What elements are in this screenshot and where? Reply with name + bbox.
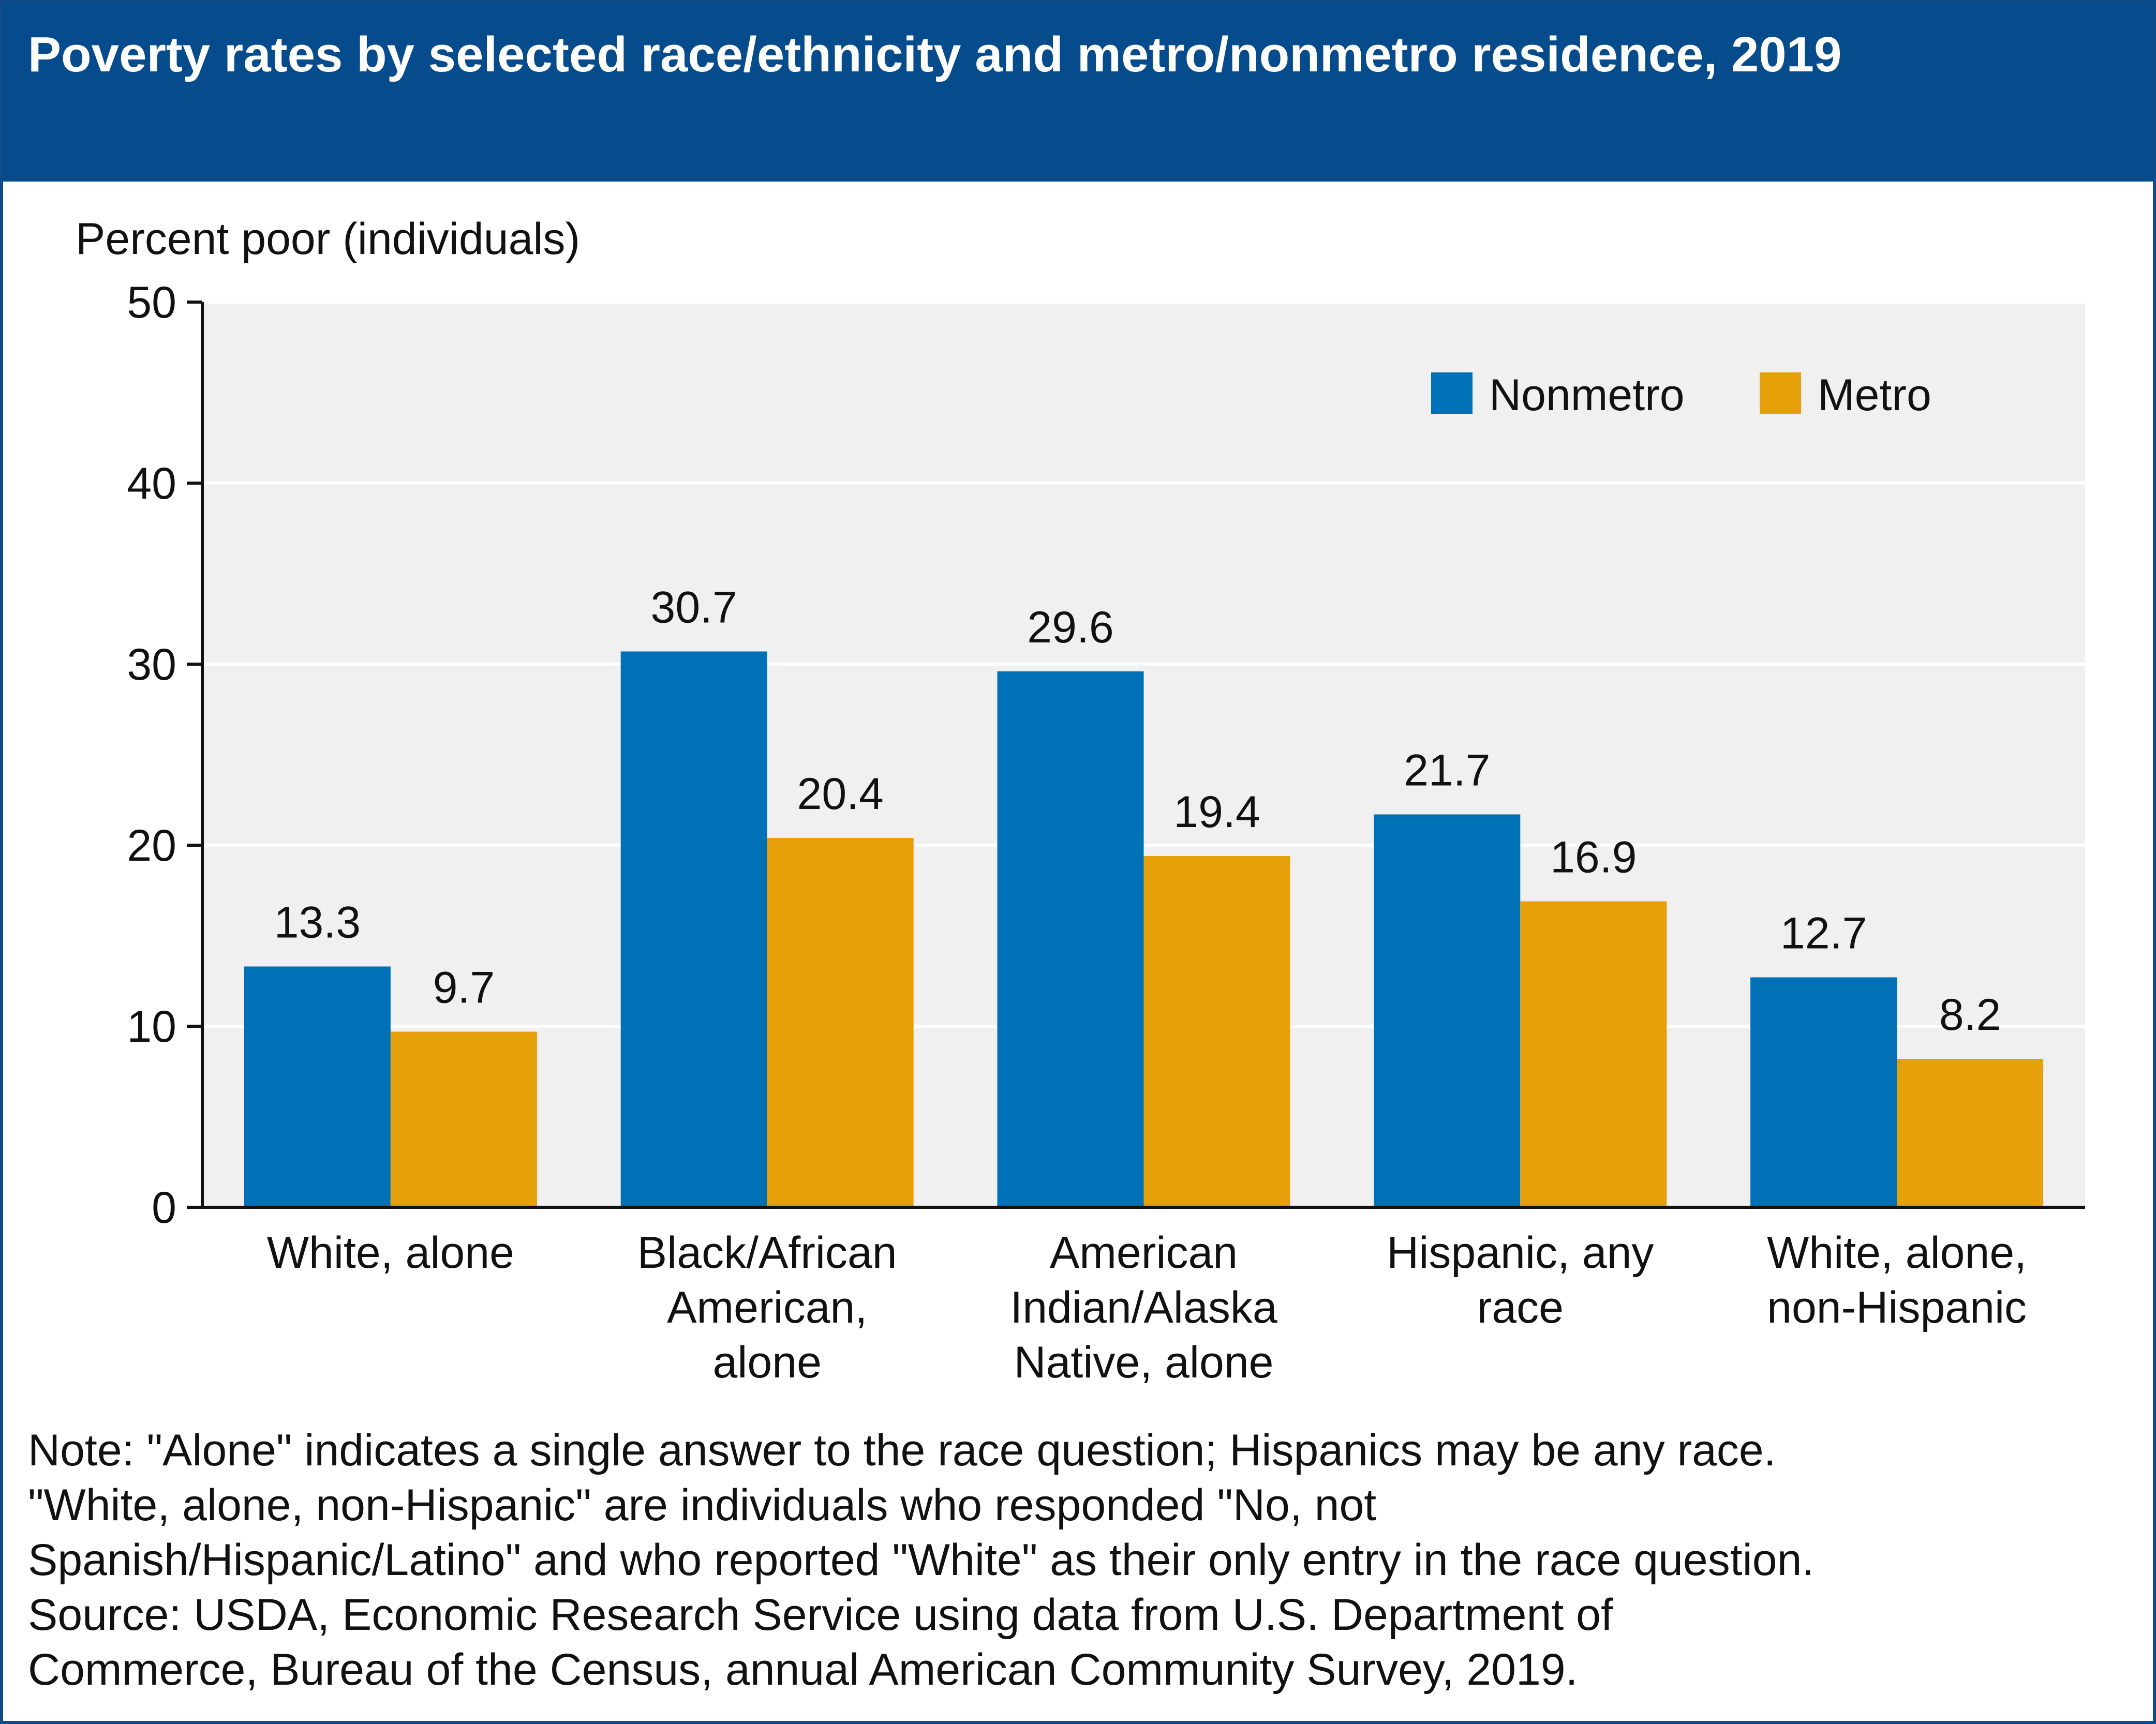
bar-nonmetro xyxy=(244,966,391,1207)
source-line: Commerce, Bureau of the Census, annual A… xyxy=(28,1645,1578,1695)
data-label: 21.7 xyxy=(1404,746,1490,796)
y-tick-label: 30 xyxy=(127,640,176,689)
data-label: 13.3 xyxy=(274,898,361,948)
x-tick-label: Black/African xyxy=(637,1228,897,1278)
data-label: 19.4 xyxy=(1173,787,1260,837)
note-line: Spanish/Hispanic/Latino" and who reporte… xyxy=(28,1535,1815,1585)
bar-metro xyxy=(1897,1059,2044,1207)
bar-metro xyxy=(1520,901,1667,1207)
x-tick-label: American, xyxy=(667,1283,867,1332)
title-bar: Poverty rates by selected race/ethnicity… xyxy=(3,3,2153,182)
x-tick-label: American xyxy=(1050,1228,1238,1278)
bar-nonmetro xyxy=(997,671,1144,1207)
note-line: "White, alone, non-Hispanic" are individ… xyxy=(28,1480,1377,1530)
x-tick-label: Hispanic, any xyxy=(1387,1228,1654,1278)
bar-metro xyxy=(390,1031,537,1207)
data-label: 29.6 xyxy=(1027,603,1113,652)
bar-metro xyxy=(767,838,914,1207)
y-tick-label: 40 xyxy=(127,459,176,508)
y-axis-title: Percent poor (individuals) xyxy=(76,214,580,264)
x-tick-label: race xyxy=(1477,1283,1564,1332)
legend-swatch-metro xyxy=(1760,372,1801,414)
y-tick-label: 20 xyxy=(127,821,176,871)
data-label: 12.7 xyxy=(1780,909,1867,958)
legend-label: Nonmetro xyxy=(1489,370,1685,420)
bar-nonmetro xyxy=(620,651,767,1207)
source-line: Source: USDA, Economic Research Service … xyxy=(28,1590,1613,1640)
y-tick-label: 0 xyxy=(152,1183,176,1233)
x-tick-label: Native, alone xyxy=(1014,1338,1274,1387)
chart-title: Poverty rates by selected race/ethnicity… xyxy=(28,27,1842,82)
bar-nonmetro xyxy=(1750,977,1897,1207)
data-label: 20.4 xyxy=(797,769,884,819)
data-label: 8.2 xyxy=(1939,990,2001,1040)
data-label: 9.7 xyxy=(433,963,495,1013)
y-tick-label: 10 xyxy=(127,1002,176,1052)
x-tick-label: Indian/Alaska xyxy=(1010,1283,1277,1332)
data-label: 16.9 xyxy=(1550,833,1637,882)
data-label: 30.7 xyxy=(651,583,737,633)
legend-label: Metro xyxy=(1818,370,1931,420)
bar-chart: 0 10 20 30 40 50 Percent poor (individuals) 13.… xyxy=(76,214,2085,1387)
legend-swatch-nonmetro xyxy=(1431,372,1473,414)
y-tick-label: 50 xyxy=(127,278,176,327)
note-line: Note: "Alone" indicates a single answer … xyxy=(28,1426,1776,1475)
bar-metro xyxy=(1143,856,1290,1207)
x-tick-label: White, alone, xyxy=(1767,1228,2027,1278)
x-tick-label: non-Hispanic xyxy=(1767,1283,2027,1332)
bar-nonmetro xyxy=(1374,814,1521,1207)
x-tick-label: White, alone xyxy=(267,1228,514,1278)
notes: Note: "Alone" indicates a single answer … xyxy=(28,1423,2123,1697)
x-tick-label: alone xyxy=(712,1338,821,1387)
